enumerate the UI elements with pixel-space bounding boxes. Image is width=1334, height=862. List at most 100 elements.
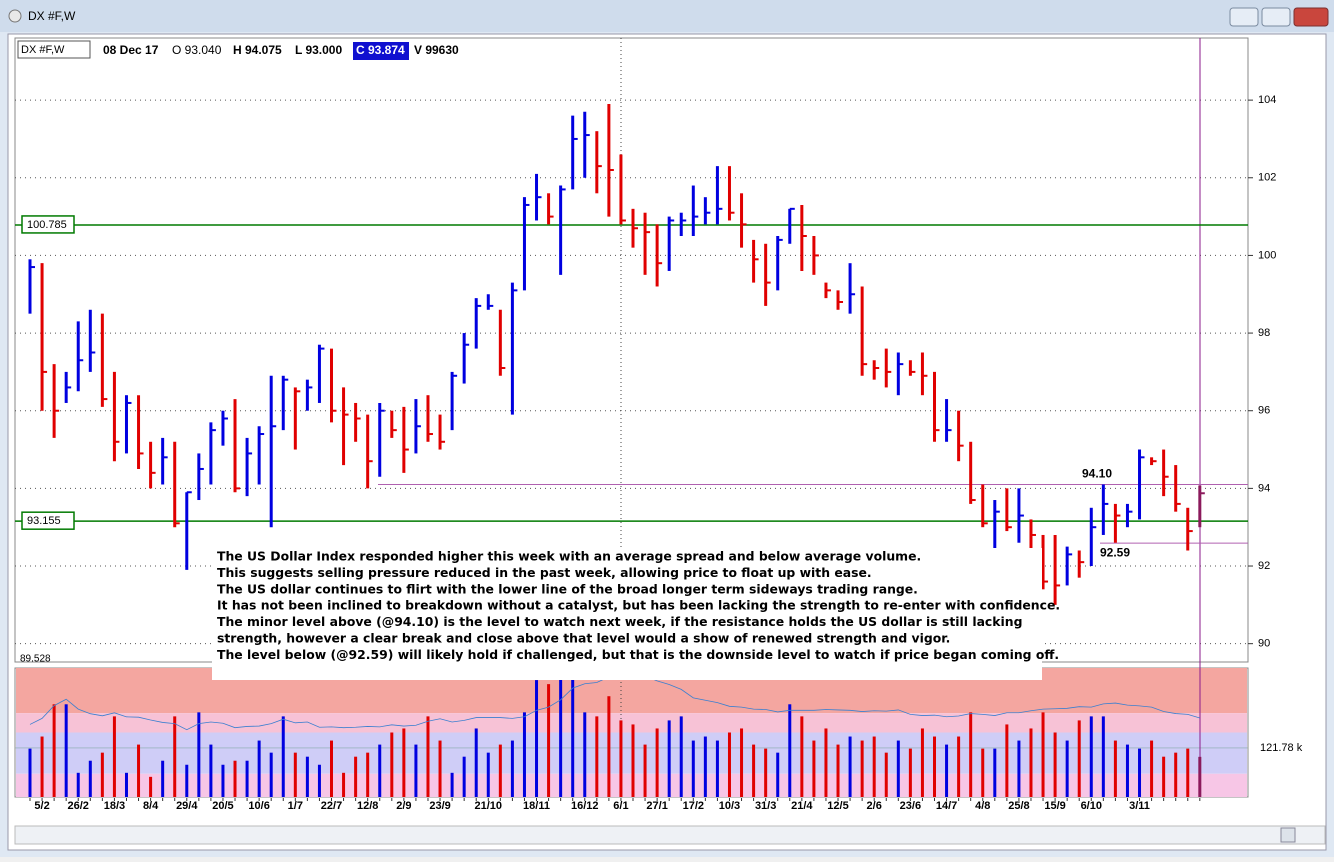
volume-bar [643,744,647,797]
x-tick-label: 29/4 [176,800,198,812]
volume-bar [571,655,575,797]
volume-bar [547,684,551,797]
volume-bar [330,740,333,797]
x-tick-label: 10/6 [248,800,269,812]
volume-bar [740,728,744,797]
x-tick-label: 14/7 [936,800,957,812]
volume-bar [908,748,912,797]
level-label: 93.155 [27,515,61,527]
volume-bar [378,744,382,797]
y-tick-label: 92 [1258,560,1270,572]
level-box [21,215,75,234]
volume-bar [137,744,141,797]
scroll-thumb[interactable] [1280,827,1296,843]
volume-bar [619,720,623,797]
volume-bar [1138,748,1142,797]
volume-bar [450,772,454,797]
commentary-line: The minor level above (@94.10) is the le… [217,614,1022,629]
close-highlight [353,42,409,60]
y-tick-label: 96 [1258,405,1270,417]
open-value: O 93.040 [172,43,222,57]
x-tick-label: 8/4 [143,800,159,812]
commentary-line: This suggests selling pressure reduced i… [217,565,872,580]
volume-bar [1017,740,1021,797]
volume-bar [233,760,237,797]
volume-bar [800,716,804,797]
volume-bar [293,752,297,797]
volume-bar [691,740,695,797]
volume-bar [993,748,997,797]
x-tick-label: 10/3 [719,800,740,812]
volume-bar [595,716,599,797]
x-tick-label: 20/5 [212,800,233,812]
high-value: H 94.075 [233,43,282,57]
volume-bar [860,740,864,797]
x-tick-label: 23/9 [429,800,450,812]
minimize-button[interactable] [1229,7,1259,27]
volume-bar [438,740,442,797]
annotation-label: 92.59 [1100,545,1130,559]
volume-bar [836,744,840,797]
commentary-box [212,548,1042,680]
volume-bar [486,752,490,797]
x-tick-label: 12/5 [827,800,848,812]
close-button[interactable] [1293,7,1329,27]
volume-bar [1053,732,1057,797]
volume-bar [1113,740,1117,797]
x-tick-label: 4/8 [975,800,990,812]
volume-bar [1101,716,1105,797]
commentary-line: The US Dollar Index responded higher thi… [217,549,921,564]
bar-date: 08 Dec 17 [103,43,159,57]
volume-bar [245,760,249,797]
volume-bar [281,716,285,797]
volume-bar [173,716,177,797]
volume-bar [969,712,973,797]
x-tick-label: 2/9 [396,800,411,812]
x-tick-label: 17/2 [683,800,704,812]
volume-bar [752,744,756,797]
chart-layer: 90 92 94 96 98 100 102 104 89.528 121.78 k 100.785… [15,38,1303,812]
volume-bar [366,752,370,797]
volume-bar [1162,756,1166,797]
volume-bar [776,752,780,797]
symbol-box [17,40,91,59]
volume-bar [269,752,273,797]
commentary-line: strength, however a clear break and clos… [217,631,950,646]
y-tick-label: 100 [1258,249,1276,261]
commentary-line: It has not been inclined to breakdown wi… [217,598,1060,613]
volume-bar [559,668,563,797]
x-tick-label: 5/2 [34,800,49,812]
annotation-label: 94.10 [1082,467,1112,481]
volume-bar [354,756,358,797]
volume-bar [1029,728,1033,797]
volume-bar [40,736,44,797]
volume-bar [920,728,924,797]
volume-bar [112,716,116,797]
x-tick-label: 16/12 [571,800,599,812]
volume-bar [317,764,321,797]
symbol: DX #F,W [21,44,65,56]
volume-bar [703,736,707,797]
volume-bar [727,732,731,797]
volume-bar [788,704,792,797]
volume-bar [1125,744,1129,797]
x-tick-label: 26/2 [68,800,89,812]
volume-bar [715,740,719,797]
x-tick-label: 6/10 [1081,800,1102,812]
volume-bar [667,720,671,797]
commentary-line: The level below (@92.59) will likely hol… [217,647,1059,662]
x-tick-label: 27/1 [646,800,667,812]
volume-bar [1005,724,1009,797]
volume-bar [462,756,466,797]
restore-button[interactable] [1261,7,1291,27]
volume-bar [185,764,189,797]
volume-bar [896,740,900,797]
volume-bar [1041,712,1045,797]
title-bar [0,0,1334,32]
x-tick-label: 15/9 [1044,800,1065,812]
volume-bar [812,740,816,797]
volume-bar [52,704,56,797]
volume-bar [221,764,225,797]
x-tick-label: 23/6 [900,800,921,812]
scrollbar[interactable] [14,825,1326,845]
